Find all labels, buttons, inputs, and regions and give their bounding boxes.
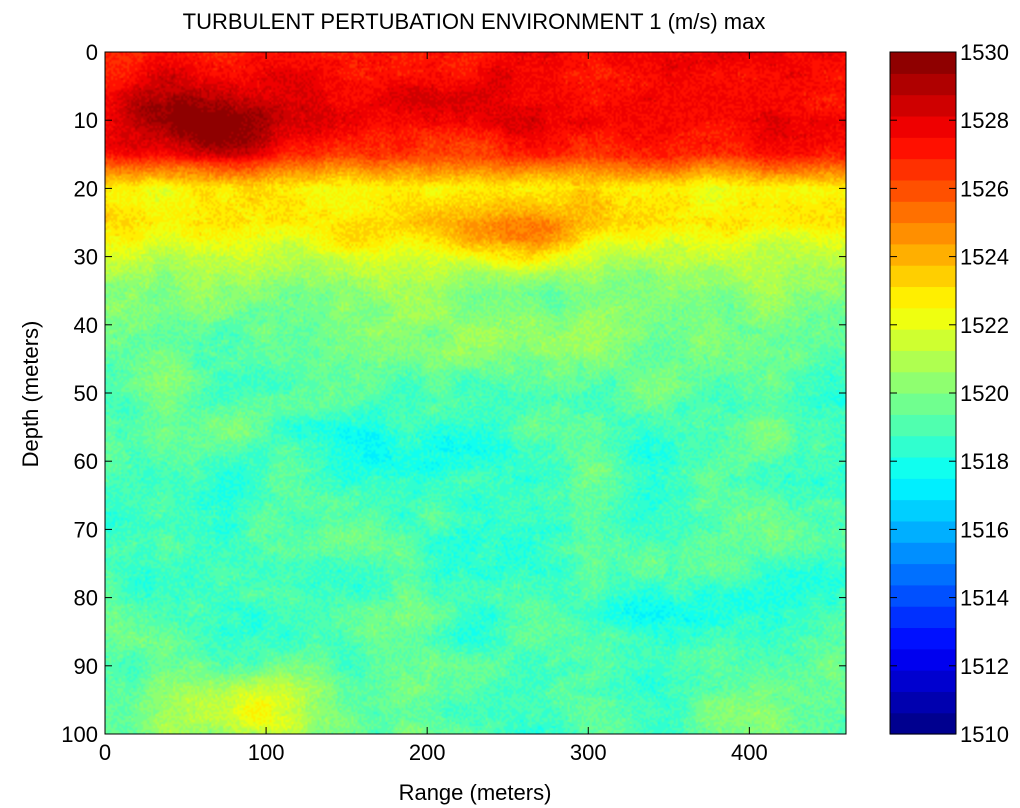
x-tick-label-1: 100 xyxy=(248,740,285,765)
colorbar-tick-label-0: 1510 xyxy=(960,722,1009,747)
colorbar-band xyxy=(890,52,956,74)
colorbar-band xyxy=(890,73,956,96)
x-tick-label-0: 0 xyxy=(99,740,111,765)
colorbar-band xyxy=(890,393,956,415)
colorbar-band xyxy=(890,179,956,202)
y-tick-label-8: 80 xyxy=(74,586,98,611)
y-tick-label-4: 40 xyxy=(74,313,98,338)
colorbar-band xyxy=(890,265,956,288)
heatmap-plot xyxy=(104,51,847,735)
colorbar-ticks: 1510 1512 1514 1516 1518 1520 1522 1524 1526 1528… xyxy=(890,40,1009,747)
x-tick-label-2: 200 xyxy=(409,740,446,765)
colorbar-band xyxy=(890,201,956,224)
colorbar-tick-label-3: 1516 xyxy=(960,517,1009,542)
colorbar-band xyxy=(890,499,956,522)
colorbar-tick-label-10: 1530 xyxy=(960,40,1009,65)
colorbar-tick-label-4: 1518 xyxy=(960,449,1009,474)
colorbar-tick-label-2: 1514 xyxy=(960,586,1009,611)
y-tick-label-7: 70 xyxy=(74,517,98,542)
colorbar-band xyxy=(890,137,956,160)
colorbar-band xyxy=(890,435,956,458)
colorbar-band xyxy=(890,712,956,735)
colorbar-band xyxy=(890,222,956,245)
colorbar-tick-label-5: 1520 xyxy=(960,381,1009,406)
colorbar-band xyxy=(890,478,956,501)
colorbar-band xyxy=(890,158,956,181)
colorbar-band xyxy=(890,606,956,629)
y-tick-label-9: 90 xyxy=(74,654,98,679)
y-axis: 0 10 20 30 40 50 60 70 80 90 100 xyxy=(61,40,846,747)
colorbar-band xyxy=(890,627,956,650)
colorbar-band xyxy=(890,115,956,138)
x-tick-label-4: 400 xyxy=(731,740,768,765)
colorbar-band xyxy=(890,563,956,586)
y-tick-label-5: 50 xyxy=(74,381,98,406)
colorbar-band xyxy=(890,286,956,309)
colorbar-band xyxy=(890,94,956,117)
y-tick-label-1: 10 xyxy=(74,108,98,133)
colorbar-band xyxy=(890,691,956,714)
colorbar-band xyxy=(890,456,956,479)
y-axis-label: Depth (meters) xyxy=(18,321,43,468)
y-tick-label-6: 60 xyxy=(74,449,98,474)
x-tick-label-3: 300 xyxy=(570,740,607,765)
colorbar-tick-label-8: 1526 xyxy=(960,176,1009,201)
x-axis: 0 100 200 300 400 xyxy=(99,52,768,765)
colorbar-tick-label-9: 1528 xyxy=(960,108,1009,133)
colorbar-band xyxy=(890,670,956,692)
y-tick-label-3: 30 xyxy=(74,245,98,270)
colorbar-band xyxy=(890,329,956,351)
colorbar: 1510 1512 1514 1516 1518 1520 1522 1524 1526 1528… xyxy=(889,40,1009,747)
heatmap-image xyxy=(105,52,846,734)
colorbar-band xyxy=(890,414,956,437)
colorbar-band xyxy=(890,371,956,394)
colorbar-tick-label-7: 1524 xyxy=(960,245,1009,270)
colorbar-band xyxy=(890,648,956,671)
colorbar-tick-label-1: 1512 xyxy=(960,654,1009,679)
chart-title: TURBULENT PERTUBATION ENVIRONMENT 1 (m/s… xyxy=(183,9,766,34)
y-tick-label-10: 100 xyxy=(61,722,98,747)
colorbar-band xyxy=(890,243,956,266)
y-tick-label-0: 0 xyxy=(86,40,98,65)
colorbar-band xyxy=(890,542,956,565)
colorbar-band xyxy=(890,584,956,607)
colorbar-tick-label-6: 1522 xyxy=(960,313,1009,338)
y-tick-label-2: 20 xyxy=(74,176,98,201)
colorbar-band xyxy=(890,350,956,373)
colorbar-band xyxy=(890,520,956,543)
colorbar-band xyxy=(890,307,956,330)
x-axis-label: Range (meters) xyxy=(399,780,552,805)
colorbar-bands xyxy=(890,52,956,735)
